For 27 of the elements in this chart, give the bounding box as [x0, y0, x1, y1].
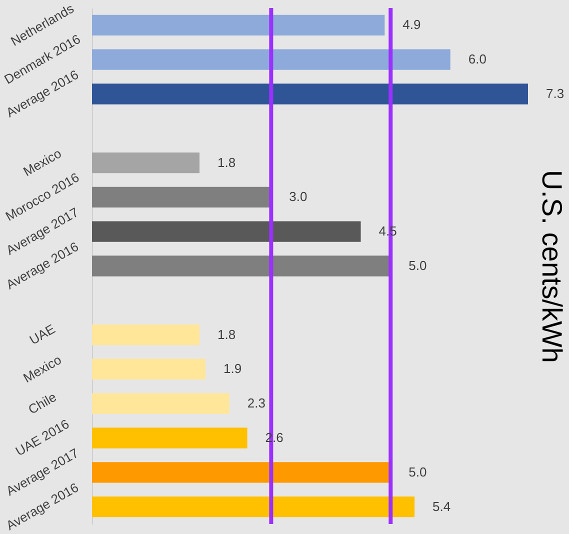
data-label: 1.9	[223, 361, 242, 376]
bar	[92, 14, 385, 36]
data-label: 1.8	[218, 326, 236, 342]
data-label: 6.0	[468, 52, 486, 67]
data-label: 1.8	[218, 154, 236, 170]
bar	[92, 256, 391, 276]
data-label: 2.3	[247, 396, 266, 411]
data-label: 3.0	[289, 189, 308, 204]
bar	[92, 496, 415, 518]
bar	[92, 324, 200, 346]
data-label: 5.0	[408, 464, 427, 480]
data-label: 5.0	[408, 258, 427, 273]
bar	[92, 393, 230, 414]
bar	[92, 358, 206, 380]
data-label: 5.4	[432, 498, 451, 514]
y-tick-label: UAE	[26, 321, 58, 348]
bar	[92, 462, 391, 483]
bar	[92, 186, 272, 208]
bar	[92, 428, 248, 448]
bar	[92, 49, 450, 70]
data-label: 7.3	[546, 86, 564, 101]
data-label: 4.9	[402, 17, 421, 32]
bar	[92, 152, 200, 174]
bar	[92, 221, 361, 242]
y-axis-title: U.S. cents/kWh	[536, 170, 568, 363]
y-tick-label: Chile	[26, 389, 59, 418]
bar	[92, 84, 528, 104]
